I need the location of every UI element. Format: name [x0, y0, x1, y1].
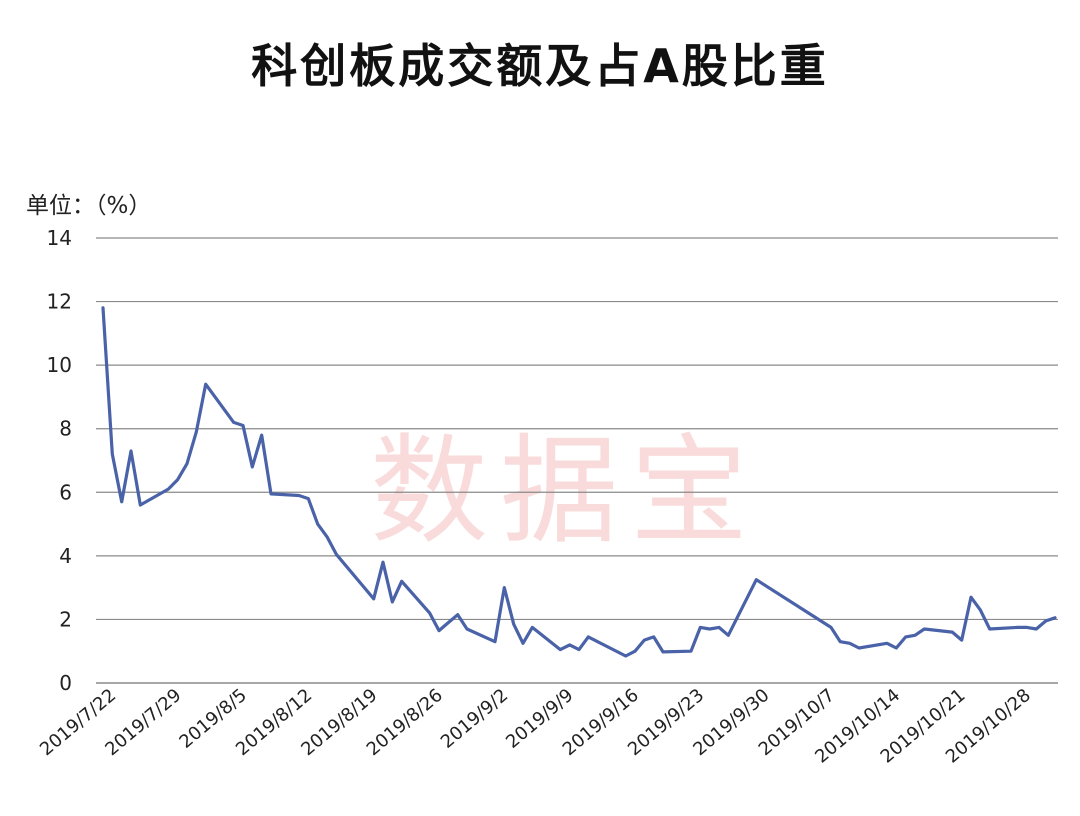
y-tick-label: 8: [59, 417, 72, 441]
data-point: [568, 644, 571, 646]
series-group: [101, 306, 1057, 658]
data-point: [895, 647, 898, 649]
data-point: [139, 504, 142, 506]
data-point: [652, 636, 655, 638]
data-point: [1026, 626, 1028, 629]
data-point: [242, 424, 244, 427]
data-point: [372, 597, 375, 600]
grid-lines: [96, 237, 1058, 684]
data-point: [587, 636, 590, 638]
data-point: [270, 493, 272, 495]
data-point: [886, 642, 888, 645]
y-tick-label: 14: [47, 226, 72, 250]
y-tick-label: 0: [59, 671, 72, 695]
data-point: [904, 636, 907, 638]
data-point: [447, 621, 450, 624]
data-point: [690, 650, 692, 653]
data-point: [363, 586, 366, 589]
data-point: [643, 639, 646, 641]
series-line: [101, 306, 1057, 658]
data-point: [1054, 617, 1056, 619]
data-point: [298, 494, 300, 497]
data-point: [326, 535, 328, 538]
data-point: [923, 628, 926, 630]
y-tick-label: 10: [47, 353, 72, 377]
data-point: [1044, 620, 1047, 622]
data-point: [456, 613, 459, 616]
y-tick-label: 12: [47, 290, 72, 314]
data-point: [260, 434, 263, 436]
data-point: [466, 628, 468, 630]
data-point: [624, 655, 627, 657]
data-point: [578, 648, 580, 651]
y-axis-unit-label: 单位：（%）: [26, 193, 152, 219]
data-point: [503, 586, 506, 589]
data-point: [111, 453, 114, 455]
data-point: [382, 561, 384, 564]
data-point: [708, 628, 711, 630]
chart-title: 科创板成交额及占A股比重: [251, 39, 829, 93]
data-point: [195, 431, 198, 433]
data-point: [232, 421, 235, 424]
y-axis-ticks: 0 2 4 6 8 10 12 14: [47, 226, 72, 695]
data-point: [559, 648, 562, 651]
data-point: [167, 488, 170, 490]
y-tick-label: 4: [59, 544, 72, 568]
data-point: [512, 623, 515, 625]
data-point: [755, 578, 758, 581]
data-point: [634, 650, 636, 653]
data-point: [251, 466, 254, 468]
data-point: [988, 628, 991, 630]
data-point: [1035, 628, 1038, 630]
data-point: [102, 307, 104, 309]
data-point: [970, 596, 972, 598]
data-point: [130, 450, 132, 452]
data-point: [186, 462, 188, 465]
data-point: [951, 631, 954, 633]
data-point: [858, 647, 860, 649]
data-point: [204, 383, 207, 386]
data-point: [848, 642, 851, 645]
y-tick-label: 2: [59, 607, 72, 631]
data-point: [400, 580, 403, 583]
data-point: [699, 626, 702, 629]
data-point: [531, 626, 534, 629]
x-tick-label: 2019/9/2: [437, 685, 512, 753]
x-axis-ticks: 2019/7/222019/7/292019/8/52019/8/122019/…: [36, 685, 1035, 768]
data-point: [176, 478, 179, 481]
data-point: [316, 523, 319, 525]
data-point: [428, 612, 431, 614]
data-point: [120, 501, 123, 503]
data-point: [391, 601, 394, 603]
data-point: [335, 553, 338, 556]
data-point: [960, 639, 963, 641]
data-point: [727, 634, 730, 637]
data-point: [979, 609, 982, 611]
data-point: [307, 497, 310, 500]
data-point: [494, 640, 496, 643]
data-point: [830, 626, 832, 629]
data-point: [662, 651, 664, 653]
data-point: [1016, 626, 1019, 629]
data-point: [914, 634, 916, 637]
y-tick-label: 6: [59, 480, 72, 504]
watermark: 数据宝: [370, 422, 761, 560]
data-point: [522, 642, 524, 645]
data-point: [438, 629, 440, 632]
data-point: [839, 640, 842, 643]
data-point: [718, 626, 720, 629]
